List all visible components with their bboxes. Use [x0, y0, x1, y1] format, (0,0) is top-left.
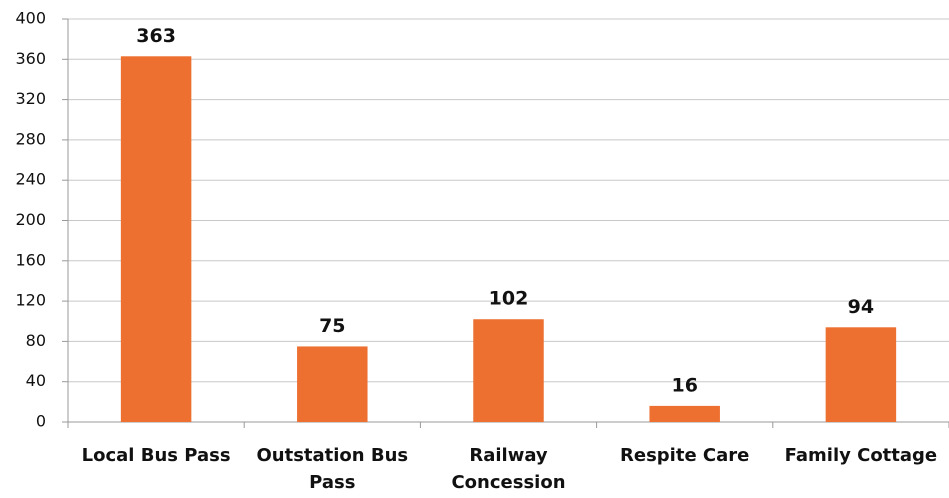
y-tick-label: 200 — [15, 210, 46, 229]
y-tick-label: 280 — [15, 129, 46, 148]
x-tick-label: Outstation Bus Pass — [256, 445, 409, 493]
bar — [473, 319, 544, 422]
bar — [649, 405, 720, 422]
y-tick-label: 400 — [15, 9, 46, 28]
data-label: 75 — [319, 315, 345, 337]
y-tick-label: 80 — [26, 331, 46, 350]
x-tick-label: Railway Concession — [451, 445, 566, 493]
y-tick-label: 0 — [36, 412, 46, 431]
data-label: 94 — [848, 296, 874, 318]
y-tick-label: 320 — [15, 89, 46, 108]
y-tick-label: 360 — [15, 49, 46, 68]
data-label: 363 — [136, 25, 176, 47]
y-tick-label: 120 — [15, 291, 46, 310]
x-tick-label: Family Cottage — [784, 445, 938, 466]
x-tick-label: Local Bus Pass — [81, 445, 231, 466]
bar — [825, 327, 897, 422]
data-label: 16 — [671, 374, 697, 396]
bar — [297, 346, 368, 422]
bar — [120, 56, 192, 423]
x-tick-label: Respite Care — [620, 445, 750, 466]
y-tick-label: 240 — [15, 170, 46, 189]
data-label: 102 — [489, 288, 529, 310]
y-tick-label: 40 — [26, 371, 46, 390]
y-tick-label: 160 — [15, 250, 46, 269]
